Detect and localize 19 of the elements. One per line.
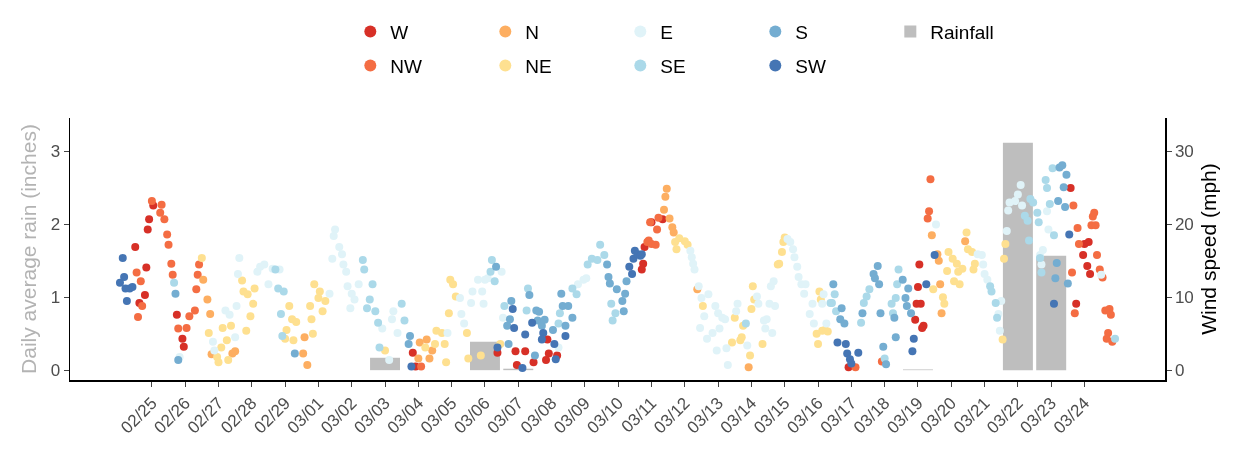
legend-label: N [525,21,540,43]
y-tick-label: 0 [50,361,61,381]
legend-label: S [795,21,809,43]
legend-label: SE [660,55,686,77]
y2-axis-title: Wind speed (mph) [1196,163,1220,335]
y2-tick-label: 30 [1174,142,1194,162]
legend-label: SW [795,55,826,77]
y-tick-label: 1 [50,288,61,308]
legend-label: E [660,21,674,43]
legend-label: NE [525,55,552,77]
legend-label: Rainfall [930,21,994,43]
legend-label: W [390,21,409,43]
y-tick-label: 2 [50,215,61,235]
legend-label: NW [390,55,423,77]
y-tick-label: 3 [50,142,61,162]
y2-tick-label: 0 [1174,361,1185,381]
y2-tick-label: 20 [1174,215,1194,235]
y2-tick-label: 10 [1174,288,1194,308]
y-axis-title: Daily average rain (inches) [17,124,41,374]
